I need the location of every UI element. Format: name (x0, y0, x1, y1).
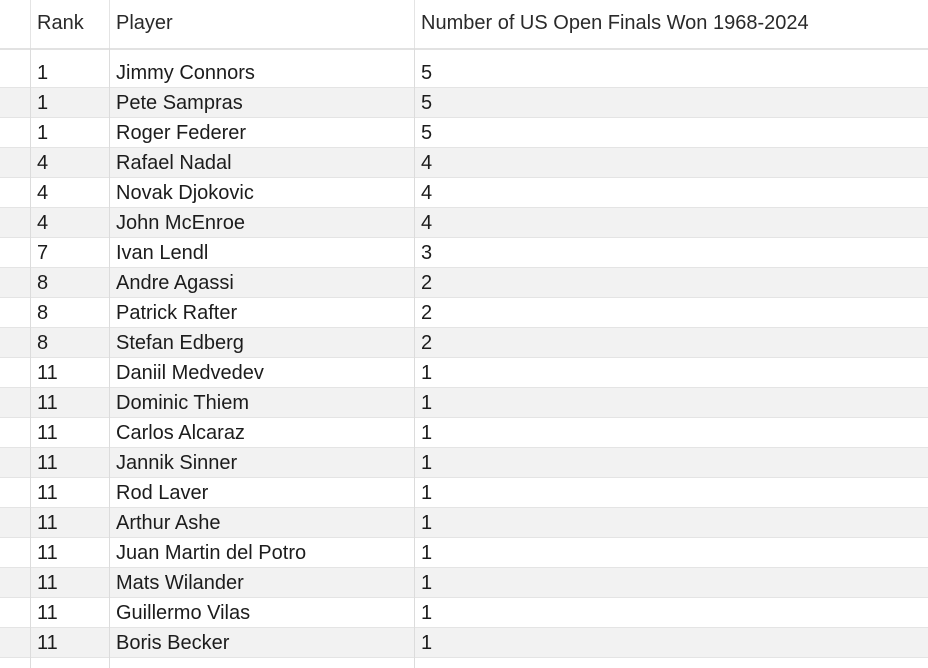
column-header-finals-won[interactable]: Number of US Open Finals Won 1968-2024 (421, 12, 809, 34)
table-row[interactable]: 11 Boris Becker 1 (0, 628, 928, 658)
table-body: 1 Jimmy Connors 5 1 Pete Sampras 5 1 Roger Fede… (0, 58, 928, 658)
finals-won-cell[interactable]: 1 (421, 362, 433, 384)
player-cell[interactable]: Carlos Alcaraz (116, 422, 245, 444)
finals-won-cell[interactable]: 1 (421, 512, 433, 534)
table-row[interactable]: 1 Jimmy Connors 5 (0, 58, 928, 88)
rank-cell[interactable]: 1 (37, 92, 49, 114)
finals-won-cell[interactable]: 2 (421, 302, 433, 324)
rank-cell[interactable]: 11 (37, 482, 58, 504)
player-cell[interactable]: Jannik Sinner (116, 452, 238, 474)
player-cell[interactable]: Novak Djokovic (116, 182, 254, 204)
table-row[interactable]: 1 Roger Federer 5 (0, 118, 928, 148)
table-row[interactable]: 11 Jannik Sinner 1 (0, 448, 928, 478)
table-row[interactable]: 11 Carlos Alcaraz 1 (0, 418, 928, 448)
table-row[interactable]: 8 Stefan Edberg 2 (0, 328, 928, 358)
column-line (109, 48, 110, 668)
rank-cell[interactable]: 11 (37, 542, 58, 564)
table-row[interactable]: 1 Pete Sampras 5 (0, 88, 928, 118)
rank-cell[interactable]: 11 (37, 392, 58, 414)
column-line (414, 48, 415, 668)
table-row[interactable]: 11 Mats Wilander 1 (0, 568, 928, 598)
rank-cell[interactable]: 8 (37, 272, 49, 294)
rank-cell[interactable]: 11 (37, 452, 58, 474)
player-cell[interactable]: Stefan Edberg (116, 332, 244, 354)
player-cell[interactable]: Roger Federer (116, 122, 247, 144)
finals-won-cell[interactable]: 5 (421, 122, 433, 144)
table-row[interactable]: 4 Novak Djokovic 4 (0, 178, 928, 208)
column-divider[interactable] (30, 0, 31, 48)
player-cell[interactable]: Jimmy Connors (116, 62, 255, 84)
rank-cell[interactable]: 11 (37, 512, 58, 534)
player-cell[interactable]: John McEnroe (116, 212, 245, 234)
finals-won-cell[interactable]: 1 (421, 542, 433, 564)
player-cell[interactable]: Boris Becker (116, 632, 230, 654)
player-cell[interactable]: Mats Wilander (116, 572, 244, 594)
player-cell[interactable]: Arthur Ashe (116, 512, 221, 534)
finals-won-cell[interactable]: 2 (421, 332, 433, 354)
table-row[interactable]: 8 Patrick Rafter 2 (0, 298, 928, 328)
finals-won-cell[interactable]: 1 (421, 632, 433, 654)
rank-cell[interactable]: 4 (37, 182, 49, 204)
finals-won-cell[interactable]: 1 (421, 602, 433, 624)
rank-cell[interactable]: 11 (37, 632, 58, 654)
rank-cell[interactable]: 8 (37, 332, 49, 354)
table-row[interactable]: 11 Dominic Thiem 1 (0, 388, 928, 418)
table-header: Rank Player Number of US Open Finals Won… (0, 0, 928, 50)
player-cell[interactable]: Dominic Thiem (116, 392, 249, 414)
rank-cell[interactable]: 7 (37, 242, 49, 264)
table-row[interactable]: 7 Ivan Lendl 3 (0, 238, 928, 268)
finals-won-cell[interactable]: 1 (421, 482, 433, 504)
rank-cell[interactable]: 1 (37, 62, 49, 84)
player-cell[interactable]: Guillermo Vilas (116, 602, 251, 624)
rank-cell[interactable]: 11 (37, 362, 58, 384)
finals-won-cell[interactable]: 1 (421, 422, 433, 444)
finals-won-cell[interactable]: 1 (421, 572, 433, 594)
table-row[interactable]: 4 Rafael Nadal 4 (0, 148, 928, 178)
player-cell[interactable]: Patrick Rafter (116, 302, 238, 324)
table-row[interactable]: 8 Andre Agassi 2 (0, 268, 928, 298)
player-cell[interactable]: Ivan Lendl (116, 242, 209, 264)
column-divider[interactable] (414, 0, 415, 48)
player-cell[interactable]: Rafael Nadal (116, 152, 232, 174)
rank-cell[interactable]: 11 (37, 602, 58, 624)
rank-cell[interactable]: 11 (37, 422, 58, 444)
finals-won-cell[interactable]: 5 (421, 92, 433, 114)
finals-won-cell[interactable]: 2 (421, 272, 433, 294)
player-cell[interactable]: Rod Laver (116, 482, 209, 504)
table-row[interactable]: 11 Juan Martin del Potro 1 (0, 538, 928, 568)
finals-won-cell[interactable]: 1 (421, 452, 433, 474)
table-row[interactable]: 11 Daniil Medvedev 1 (0, 358, 928, 388)
player-cell[interactable]: Juan Martin del Potro (116, 542, 307, 564)
player-cell[interactable]: Daniil Medvedev (116, 362, 264, 384)
finals-won-cell[interactable]: 4 (421, 182, 433, 204)
rank-cell[interactable]: 8 (37, 302, 49, 324)
rank-cell[interactable]: 4 (37, 212, 49, 234)
row-gutter-line (30, 48, 31, 668)
finals-won-cell[interactable]: 4 (421, 212, 433, 234)
table-row[interactable]: 4 John McEnroe 4 (0, 208, 928, 238)
finals-won-cell[interactable]: 1 (421, 392, 433, 414)
finals-won-cell[interactable]: 4 (421, 152, 433, 174)
finals-won-cell[interactable]: 3 (421, 242, 433, 264)
rank-cell[interactable]: 4 (37, 152, 49, 174)
player-cell[interactable]: Pete Sampras (116, 92, 243, 114)
finals-won-cell[interactable]: 5 (421, 62, 433, 84)
table-row[interactable]: 11 Rod Laver 1 (0, 478, 928, 508)
player-cell[interactable]: Andre Agassi (116, 272, 234, 294)
table-row[interactable]: 11 Arthur Ashe 1 (0, 508, 928, 538)
column-header-player[interactable]: Player (116, 12, 173, 34)
table-row[interactable]: 11 Guillermo Vilas 1 (0, 598, 928, 628)
rank-cell[interactable]: 11 (37, 572, 58, 594)
rank-cell[interactable]: 1 (37, 122, 49, 144)
column-divider[interactable] (109, 0, 110, 48)
column-header-rank[interactable]: Rank (37, 12, 84, 34)
